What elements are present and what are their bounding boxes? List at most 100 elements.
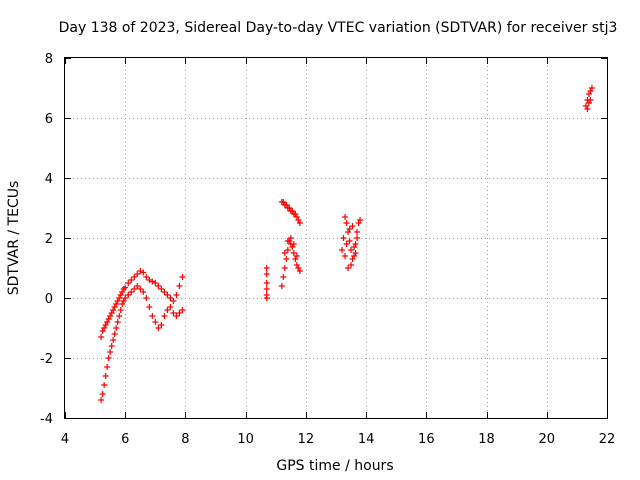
data-point [179,274,186,280]
data-point [101,382,108,388]
data-point [346,238,353,244]
data-point [131,274,138,280]
data-point [339,247,346,253]
data-point [122,295,129,301]
data-point [107,349,114,355]
data-point [164,307,171,313]
x-tick-label: 14 [358,432,375,447]
data-point [113,325,120,331]
data-point [287,235,294,241]
data-point [149,278,156,285]
x-tick-label: 10 [237,432,254,447]
data-point [111,331,118,337]
data-point [98,334,105,340]
data-point [102,373,109,379]
data-point [278,283,285,289]
data-point [104,364,111,370]
data-point [176,283,183,289]
data-point [263,265,270,271]
data-point [158,286,165,292]
data-point [155,283,162,289]
x-tick-label: 18 [478,432,495,447]
data-point [354,229,361,235]
data-series [339,214,364,271]
chart-title: Day 138 of 2023, Sidereal Day-to-day VTE… [59,20,618,36]
data-point [164,292,171,298]
data-point [140,269,147,276]
data-point [146,304,153,310]
data-point [348,247,355,253]
data-point [131,286,138,292]
data-point [170,298,177,304]
data-point [343,241,350,247]
data-point [588,85,595,91]
y-axis-label: SDTVAR / TECUs [6,181,22,296]
data-point [149,313,156,319]
data-point [143,274,150,280]
x-axis-label: GPS time / hours [276,458,393,474]
data-point [170,310,177,316]
data-point [342,253,349,259]
data-point [137,268,144,274]
data-point [290,241,297,247]
data-point [345,265,352,271]
data-point [143,295,150,301]
data-point [105,355,112,361]
data-point [263,271,270,277]
data-point [134,283,141,289]
data-point [352,250,359,256]
data-point [293,253,300,259]
data-point [122,284,129,291]
data-point [152,319,159,325]
data-point [158,322,165,328]
data-series [278,235,303,289]
plot-frame [64,57,608,419]
data-point [263,286,270,292]
y-tick-label: 4 [45,172,53,187]
data-point [281,250,288,256]
data-point [173,313,180,319]
data-point [99,391,106,397]
data-point [110,337,117,343]
data-point [296,220,303,226]
data-point [284,247,291,253]
x-tick-label: 20 [539,432,556,447]
data-point [280,274,287,280]
data-point [167,304,174,310]
axis-ticks: 4 6 8 10 12 14 16 18 20 22 -4 -2 0 2 4 6 8 [40,52,615,447]
data-point [146,277,153,283]
y-tick-label: -2 [40,352,53,367]
data-point [584,106,591,112]
data-series [263,265,270,301]
data-point [125,292,132,298]
y-tick-label: 0 [45,292,53,307]
data-point [167,295,174,301]
data-point [114,319,121,325]
gridlines [65,58,607,418]
data-series [98,268,186,340]
data-point [173,292,180,298]
data-points [98,85,595,403]
y-tick-label: 6 [45,112,53,127]
data-point [342,214,349,220]
data-point [179,307,186,313]
data-point [125,280,132,286]
data-point [357,217,364,223]
data-point [116,313,123,319]
data-point [263,280,270,286]
data-series [98,283,186,403]
x-tick-label: 12 [298,432,315,447]
data-point [587,97,594,103]
data-point [354,235,361,241]
y-tick-label: -4 [40,412,53,427]
data-point [161,289,168,295]
data-point [128,277,135,283]
x-tick-label: 4 [61,432,69,447]
x-tick-label: 22 [599,432,616,447]
data-point [140,289,147,295]
data-point [263,295,270,301]
data-point [134,271,141,277]
data-series [278,199,303,226]
data-point [98,397,105,403]
